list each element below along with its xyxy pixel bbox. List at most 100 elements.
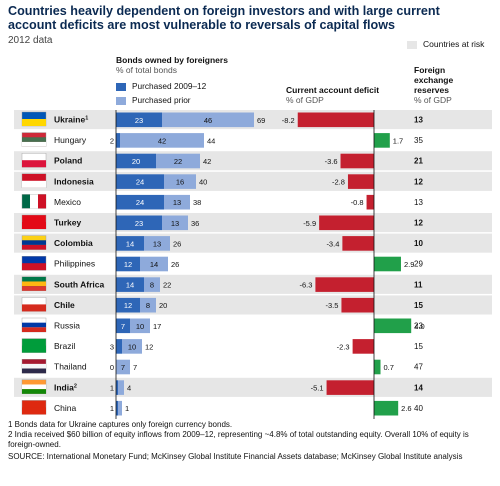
deficit-bar [319,215,374,231]
deficit-bar [342,236,374,251]
bond-prior-label: 8 [146,301,150,310]
country-label: Ukraine1 [54,115,88,125]
flag-icon [21,276,47,291]
country-label: Hungary [54,135,87,145]
country-label: China [54,403,76,413]
country-label: Colombia [54,238,93,248]
bond-total-label: 69 [257,116,265,125]
flag-stripe [22,263,46,271]
flag-icon [21,235,47,250]
fx-reserve-value: 35 [414,136,423,145]
country-label: India2 [54,382,77,392]
bond-recent-label: 24 [136,198,144,207]
current-account-label: -2.8 [332,178,345,187]
bond-prior-label: 14 [150,260,158,269]
flag-icon [21,338,47,353]
fx-reserve-value: 12 [414,219,423,228]
country-label: Russia [54,321,80,331]
country-label: South Africa [54,279,104,289]
bond-prior-label: 10 [128,342,136,351]
cad-header: Current account deficit % of GDP [286,85,379,105]
footnote-marker: 2 [74,383,77,389]
current-account-label: -5.9 [303,219,316,228]
bond-bar-recent [116,339,122,354]
flag-icon [21,152,47,168]
country-label: Mexico [54,197,81,207]
bond-bar-recent [116,153,156,169]
flag-icon [21,111,47,127]
surplus-bar [374,256,401,272]
fx-reserve-value: 15 [414,342,423,351]
bond-bar-prior [144,236,170,251]
bond-prior-label: 46 [204,116,212,125]
bond-bar-recent [116,277,144,292]
bond-bar-recent [116,133,120,148]
bond-bar-prior [164,194,190,210]
bond-recent-label: 7 [121,322,125,331]
bonds-header: Bonds owned by foreigners % of total bon… [116,55,228,75]
bond-bar-prior [156,153,200,169]
bond-recent-label: 24 [136,178,144,187]
bonds-header-title: Bonds owned by foreigners [116,55,228,65]
bond-bar-prior [162,215,188,231]
fx-reserve-value: 11 [414,280,423,289]
flag-stripe [22,137,46,142]
flag-icon [21,400,47,415]
bond-recent-label: 20 [132,157,140,166]
flag-stripe [22,222,46,229]
bond-total-label: 22 [163,281,171,290]
bond-recent-label: 1 [110,404,114,413]
bond-prior-label: 42 [158,136,166,145]
flag-stripe [22,322,46,328]
bond-bar-recent [116,215,162,231]
fx-header-title: Foreign exchange reserves [414,65,454,95]
flag-icon [21,297,47,312]
bond-total-label: 12 [145,342,153,351]
current-account-label: -3.6 [325,157,338,166]
flag-stripe [22,407,46,415]
fx-reserve-value: 23 [414,322,423,331]
current-account-label: -5.1 [311,384,324,393]
country-label: Poland [54,156,82,166]
bond-bar-recent [116,400,118,416]
flag-stripe [22,281,46,287]
bond-recent-label: 3 [110,342,114,351]
flag-icon [21,256,47,271]
fx-reserve-value: 15 [414,301,423,310]
bond-recent-label: 1 [110,384,114,393]
bond-bar-recent [116,236,144,251]
deficit-bar [347,174,374,189]
country-label: Chile [54,300,75,310]
country-label: Turkey [54,218,82,228]
current-account-label: -3.5 [326,301,339,310]
flag-icon [21,214,47,230]
fx-reserve-value: 14 [414,383,423,392]
bond-bar-recent [116,380,118,395]
fx-reserve-value: 12 [414,177,423,186]
bond-total-label: 20 [159,301,167,310]
bond-bar-prior [122,339,142,354]
bond-total-label: 1 [125,404,129,413]
flag-stripe [22,119,46,126]
footnote-2: 2 India received $60 billion of equity i… [8,430,469,449]
surplus-bar [374,318,412,334]
bond-bar-prior [140,297,156,313]
bond-recent-label: 2 [110,136,114,145]
bond-recent-label: 23 [135,116,143,125]
bond-bar-recent [116,194,164,210]
bond-prior-label: 8 [150,281,154,290]
bond-recent-label: 12 [124,260,132,269]
bond-prior-label: 10 [136,322,144,331]
fx-header: Foreign exchange reserves % of GDP [414,65,476,105]
at-risk-legend: Countries at risk [407,39,484,49]
footnote-1: 1 Bonds data for Ukraine captures only f… [8,420,233,429]
bond-total-label: 38 [193,198,201,207]
current-account-label: -6.3 [299,281,312,290]
deficit-bar [315,277,374,292]
bond-recent-label: 14 [126,281,134,290]
bond-bar-prior [130,318,150,334]
bond-bar-recent [116,112,162,128]
bond-bar-prior [120,133,204,148]
flag-icon [21,173,47,189]
country-label: Philippines [54,259,95,269]
